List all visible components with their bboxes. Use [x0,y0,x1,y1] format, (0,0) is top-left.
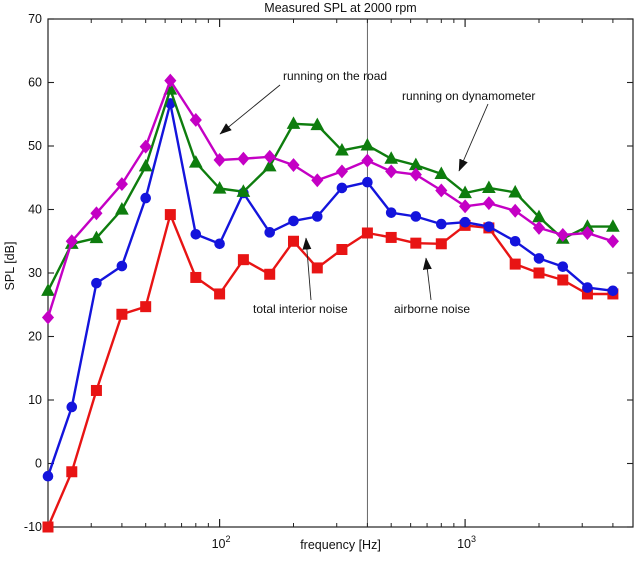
plot-border [47,18,634,528]
svg-text:20: 20 [28,330,42,344]
svg-text:60: 60 [28,76,42,90]
annotation-airborne-noise: airborne noise [394,302,471,316]
series-running-on-the-road [41,73,619,325]
annotation-arrow-1 [458,103,489,172]
svg-text:0: 0 [35,457,42,471]
annotation-running-on-dynamometer: running on dynamometer [402,89,536,103]
series-total-interior-noise [42,98,619,482]
annotation-running-on-the-road: running on the road [283,69,388,83]
annotation-arrow-3 [422,257,432,301]
svg-text:70: 70 [28,12,42,26]
svg-text:40: 40 [28,203,42,217]
svg-text:-10: -10 [24,520,42,534]
y-axis-label: SPL [dB] [3,241,17,291]
y-axis-ticks: -10 0 10 20 30 40 50 60 70 [24,12,633,534]
annotation-arrow-0 [219,84,281,135]
annotation-total-interior-noise: total interior noise [253,302,348,316]
series-airborne-noise [42,209,619,533]
series-running-on-dynamometer [41,82,620,296]
svg-text:50: 50 [28,139,42,153]
svg-text:30: 30 [28,266,42,280]
svg-text:10: 10 [28,393,42,407]
chart-title: Measured SPL at 2000 rpm [264,1,417,15]
x-axis-label: frequency [Hz] [300,538,381,552]
annotation-arrow-2 [302,237,312,301]
